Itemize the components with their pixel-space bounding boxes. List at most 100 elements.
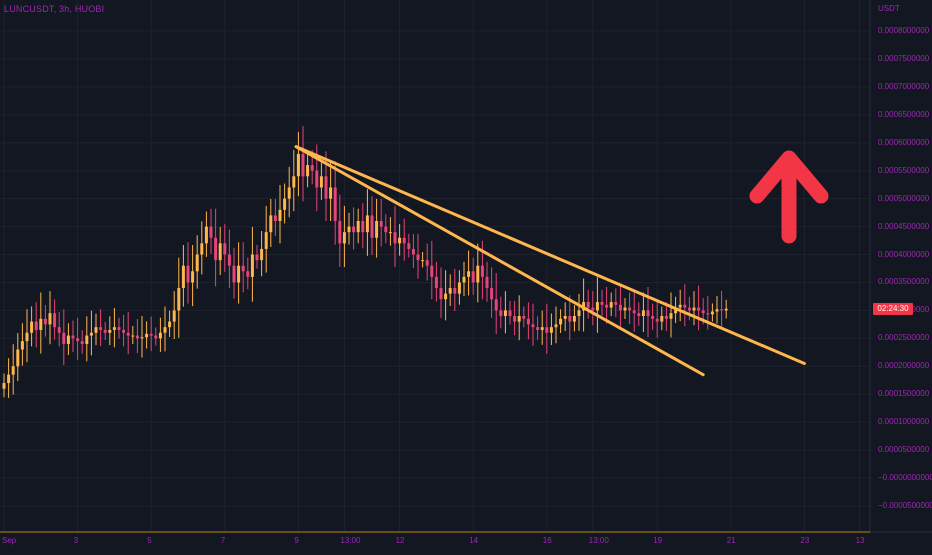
candle: [232, 247, 236, 299]
candle-body: [623, 307, 627, 311]
candle: [250, 226, 254, 302]
candle-body: [62, 332, 66, 344]
candle: [697, 285, 701, 331]
candle: [352, 207, 356, 250]
candle: [623, 298, 627, 319]
candle: [80, 330, 84, 354]
candle-body: [296, 153, 300, 177]
candle-body: [66, 335, 70, 344]
price-tick-label: 0.0007500000: [878, 53, 930, 63]
chart-title: LUNCUSDT, 3h, HUOBI: [4, 4, 105, 14]
candle: [342, 205, 346, 267]
candle: [591, 291, 595, 326]
time-tick-label: 7: [220, 536, 226, 545]
candle: [637, 302, 641, 326]
candle: [393, 205, 397, 267]
candle-body: [421, 260, 425, 262]
candle: [126, 312, 130, 355]
candle: [660, 306, 664, 331]
candle: [76, 317, 80, 360]
candle: [568, 295, 572, 341]
candle-body: [549, 327, 553, 333]
candle: [71, 320, 75, 352]
candle: [186, 242, 190, 304]
candle-body: [333, 187, 337, 221]
candle-body: [154, 335, 158, 339]
candle: [600, 289, 604, 316]
candle: [365, 189, 369, 256]
candle-body: [720, 309, 724, 311]
candle: [108, 316, 112, 346]
candle-body: [591, 307, 595, 311]
candle-body: [329, 187, 333, 199]
price-tick-label: 0.0008000000: [878, 26, 930, 35]
candle: [517, 295, 521, 341]
candle-body: [319, 176, 323, 188]
candle: [632, 289, 636, 332]
candles: [2, 126, 728, 398]
candle: [494, 272, 498, 335]
candle: [706, 296, 710, 330]
candle-body: [103, 329, 107, 333]
candle: [30, 306, 34, 347]
candle-body: [545, 327, 549, 333]
candle: [333, 161, 337, 245]
candle-body: [126, 332, 130, 336]
time-tick-label: 5: [147, 536, 152, 545]
candle-body: [122, 329, 126, 333]
price-tick-label: −0.0000500000: [878, 501, 932, 510]
candle-body: [540, 327, 544, 330]
price-tick-label: 0.0005500000: [878, 165, 930, 175]
candle: [669, 292, 673, 338]
candle: [338, 194, 342, 267]
candle: [172, 291, 176, 339]
candle: [255, 245, 259, 269]
candle: [416, 233, 420, 279]
candle-body: [467, 271, 471, 277]
candle-body: [600, 302, 604, 305]
candle: [549, 313, 553, 346]
candle-body: [112, 327, 116, 330]
candle-body: [595, 302, 599, 311]
candle: [140, 316, 144, 358]
candle: [154, 327, 158, 346]
time-tick-label: 3: [73, 536, 79, 545]
candle: [117, 317, 121, 339]
candle: [89, 310, 93, 356]
candle-body: [563, 316, 567, 319]
candle-body: [43, 318, 47, 325]
candle: [715, 295, 719, 324]
candle-body: [145, 333, 149, 338]
price-tick-label: 0.0001500000: [878, 389, 930, 399]
candle-body: [674, 307, 678, 314]
candle: [204, 211, 208, 257]
candle: [375, 198, 379, 258]
price-tick-label: 0.0007000000: [878, 81, 930, 91]
candle-body: [39, 318, 43, 330]
candle-body: [99, 327, 103, 330]
candle-body: [269, 215, 273, 233]
candle-body: [526, 318, 530, 325]
candle-body: [117, 327, 121, 330]
candle-body: [94, 327, 98, 333]
candle: [85, 316, 89, 362]
candle-body: [664, 316, 668, 319]
candle-body: [140, 337, 144, 339]
candle: [444, 270, 448, 321]
candle-body: [692, 307, 696, 311]
candle: [421, 252, 425, 268]
candle-body: [338, 221, 342, 244]
up-arrow-icon: [749, 150, 829, 244]
candle: [692, 291, 696, 326]
time-tick-label: 13:00: [588, 536, 609, 545]
time-tick-label: 21: [726, 536, 736, 545]
candle: [531, 303, 535, 346]
candle: [439, 267, 443, 318]
candle: [356, 208, 360, 244]
candle: [467, 250, 471, 296]
candle: [145, 321, 149, 349]
candle: [53, 299, 57, 340]
candle-body: [172, 310, 176, 322]
